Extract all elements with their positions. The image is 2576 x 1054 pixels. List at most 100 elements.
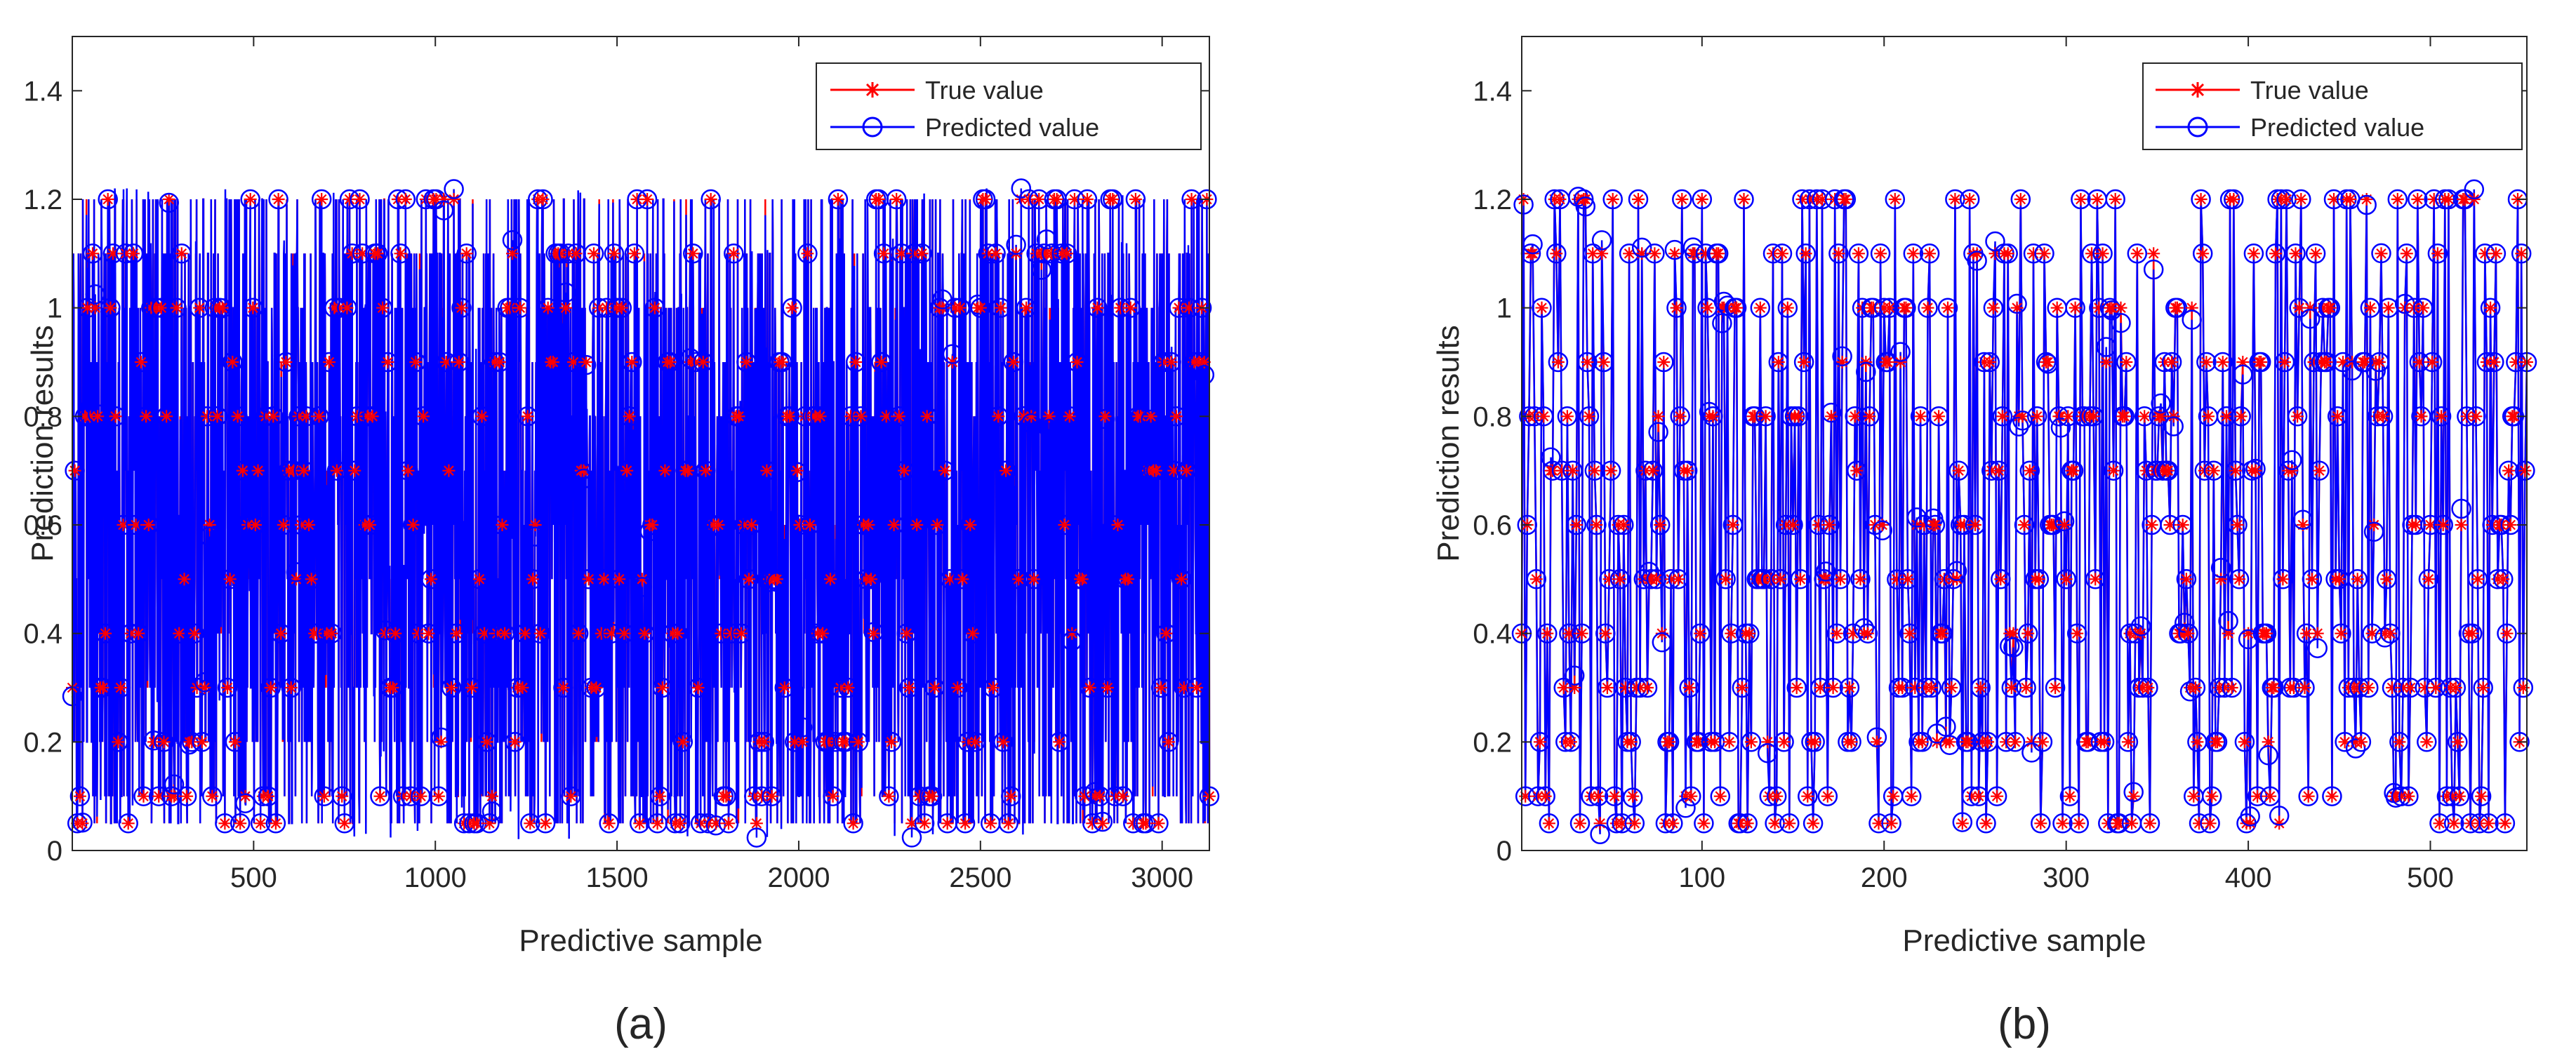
true-value-point-a: [989, 247, 1002, 260]
predicted-value-point-a: [571, 460, 592, 481]
predicted-value-point-a: [1077, 189, 1098, 210]
predicted-value-point-a: [912, 244, 932, 264]
true-value-point-b: [2234, 410, 2248, 423]
true-value-point-a: [854, 410, 868, 423]
true-value-point-a: [170, 301, 183, 314]
predicted-value-point-a: [85, 284, 105, 305]
true-value-point-b: [2138, 410, 2151, 423]
true-value-point-b: [2231, 519, 2244, 531]
true-value-point-a: [1096, 817, 1109, 830]
predicted-value-point-a: [955, 813, 976, 834]
predicted-value-point-a: [345, 460, 365, 481]
true-value-point-b: [2285, 464, 2299, 477]
true-value-point-a: [526, 573, 539, 586]
true-value-point-a: [986, 681, 1000, 694]
predicted-value-point-a: [375, 620, 396, 641]
predicted-value-point-a: [889, 406, 910, 427]
true-value-point-a: [587, 247, 600, 260]
predicted-value-point-a: [762, 786, 782, 806]
true-value-point-b: [1566, 464, 1579, 477]
predicted-value-point-a: [512, 677, 533, 698]
true-value-point-a: [262, 789, 275, 803]
predicted-value-point-a: [72, 812, 93, 833]
true-value-point-a: [267, 410, 280, 423]
predicted-value-point-a: [65, 460, 85, 481]
predicted-value-point-a: [688, 677, 708, 698]
true-value-point-b: [2497, 573, 2510, 586]
true-value-point-b: [1835, 356, 1849, 368]
true-value-point-b: [2144, 817, 2156, 830]
true-value-point-b: [2227, 193, 2240, 206]
true-value-point-b: [1936, 627, 1949, 640]
legend-true-marker-b: [2190, 82, 2205, 98]
true-value-point-a: [1122, 573, 1134, 586]
predicted-value-point-a: [990, 298, 1011, 318]
predicted-value-point-a: [886, 189, 907, 210]
x-tick-label-a: 2000: [767, 862, 830, 893]
true-value-point-b: [1823, 519, 1836, 531]
true-value-point-b: [2179, 573, 2193, 586]
true-value-point-b: [1772, 356, 1785, 368]
true-value-point-b: [1541, 627, 1554, 640]
true-value-point-a: [480, 735, 493, 749]
predicted-value-point-a: [543, 352, 564, 373]
true-value-point-a: [1025, 410, 1038, 423]
true-value-point-a: [1058, 519, 1071, 531]
y-tick-label-b: 1.2: [1473, 185, 1512, 215]
predicted-value-point-a: [1056, 244, 1077, 264]
true-value-point-b: [2311, 627, 2324, 640]
x-tick-label-b: 300: [2043, 862, 2090, 893]
true-value-point-a: [572, 627, 585, 640]
predicted-value-point-a: [362, 406, 383, 427]
predicted-value-point-a: [757, 460, 777, 481]
true-value-point-a: [582, 573, 595, 586]
predicted-value-point-a: [1049, 732, 1070, 752]
panel-label-a: (a): [614, 1000, 668, 1048]
true-value-point-b: [1608, 789, 1621, 803]
true-value-point-b: [2362, 681, 2375, 694]
predicted-value-point-a: [642, 514, 663, 535]
true-value-point-a: [516, 681, 529, 694]
true-value-point-a: [356, 247, 369, 260]
true-value-point-b: [2182, 627, 2195, 640]
true-value-point-a: [231, 410, 244, 423]
true-value-point-b: [1861, 627, 1874, 640]
true-value-point-a: [180, 789, 194, 803]
predicted-value-point-a: [451, 298, 472, 318]
predicted-value-point-a: [771, 352, 792, 373]
true-value-point-a: [547, 356, 559, 368]
predicted-value-point-a: [766, 572, 788, 592]
true-value-point-b: [1646, 464, 1659, 477]
true-value-point-b: [1550, 247, 1563, 260]
true-value-point-b: [1713, 789, 1727, 803]
true-value-point-b: [2025, 735, 2038, 749]
true-value-point-b: [1890, 573, 1904, 586]
true-value-point-b: [1848, 410, 1861, 423]
x-tick-label-a: 500: [230, 862, 277, 893]
true-value-point-a: [445, 681, 458, 694]
true-value-point-b: [2142, 681, 2155, 694]
true-value-point-b: [1830, 627, 1843, 640]
true-value-point-b: [2368, 519, 2381, 531]
predicted-value-point-a: [942, 344, 963, 364]
true-value-point-a: [605, 627, 618, 640]
true-value-point-a: [898, 464, 911, 477]
predicted-value-point-a: [372, 298, 393, 318]
true-value-point-a: [274, 627, 288, 640]
true-value-point-b: [1777, 735, 1791, 749]
true-value-point-b: [2393, 735, 2406, 749]
true-value-point-a: [529, 519, 542, 531]
predicted-value-point-a: [787, 462, 808, 483]
true-value-point-a: [865, 573, 877, 586]
true-value-point-a: [671, 627, 684, 640]
true-value-point-b: [1557, 681, 1570, 694]
true-value-point-b: [2313, 464, 2326, 477]
y-tick-label-a: 1.4: [23, 76, 62, 107]
predicted-value-point-a: [235, 793, 255, 813]
true-value-point-a: [790, 464, 804, 477]
predicted-value-point-a: [983, 677, 1004, 698]
true-value-point-b: [1650, 573, 1663, 586]
predicted-value-point-a: [166, 298, 187, 318]
chart-panel-a: 500 1000 1500 2000 2500 300000.20.40.60.811.2…: [23, 36, 1220, 1048]
true-value-point-b: [2422, 573, 2435, 586]
